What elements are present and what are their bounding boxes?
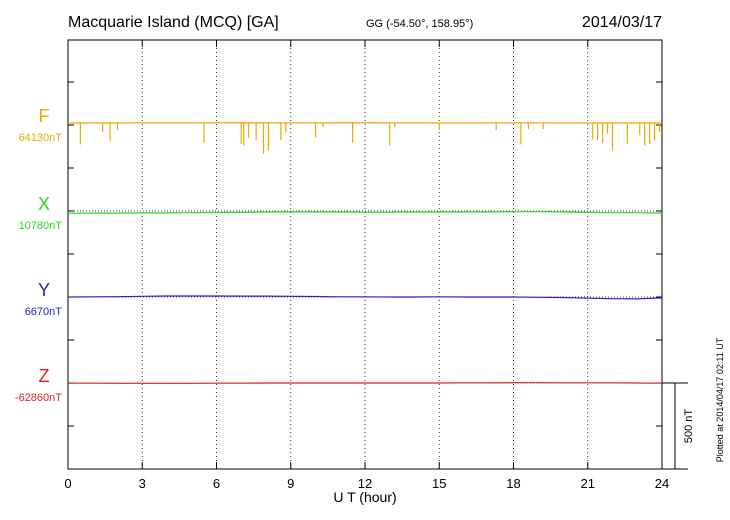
x-tick-label: 24 bbox=[655, 476, 669, 491]
chart-title: Macquarie Island (MCQ) [GA] bbox=[68, 14, 279, 31]
chart-date: 2014/03/17 bbox=[582, 14, 662, 31]
x-tick-label: 18 bbox=[506, 476, 520, 491]
x-tick-label: 0 bbox=[64, 476, 71, 491]
x-tick-label: 3 bbox=[139, 476, 146, 491]
plotted-timestamp: Plotted at 2014/04/17 02:11 UT bbox=[715, 337, 725, 462]
series-y-line bbox=[67, 295, 663, 300]
x-tick-label: 15 bbox=[432, 476, 446, 491]
series-y-name: Y bbox=[38, 280, 50, 300]
series-x-baseline-label: 10780nT bbox=[19, 220, 63, 232]
scale-bar-label: 500 nT bbox=[683, 409, 695, 444]
series-f-name: F bbox=[39, 106, 50, 126]
series-labels: F 64130nT X 10780nT Y 6670nT Z -62860nT bbox=[15, 106, 62, 404]
x-tick-label: 9 bbox=[287, 476, 294, 491]
series-z-baseline-label: -62860nT bbox=[15, 392, 62, 404]
x-tick-label: 6 bbox=[213, 476, 220, 491]
series-x-line bbox=[67, 211, 663, 214]
scale-bar: 500 nT bbox=[662, 382, 695, 470]
axis-ticks: 0 3 6 9 12 15 18 21 24 bbox=[64, 40, 669, 491]
series-y-baseline-label: 6670nT bbox=[25, 306, 63, 318]
series-f-baseline-label: 64130nT bbox=[19, 132, 63, 144]
x-tick-label: 21 bbox=[581, 476, 595, 491]
series-z-line bbox=[68, 382, 663, 384]
x-axis-label: U T (hour) bbox=[333, 489, 396, 505]
x-tick-label: 12 bbox=[358, 476, 372, 491]
station-coords: GG (-54.50°, 158.95°) bbox=[366, 18, 473, 30]
grid-lines bbox=[141, 40, 589, 469]
series-z-name: Z bbox=[39, 366, 50, 386]
series-x-name: X bbox=[38, 194, 50, 214]
series-layer bbox=[67, 122, 663, 384]
